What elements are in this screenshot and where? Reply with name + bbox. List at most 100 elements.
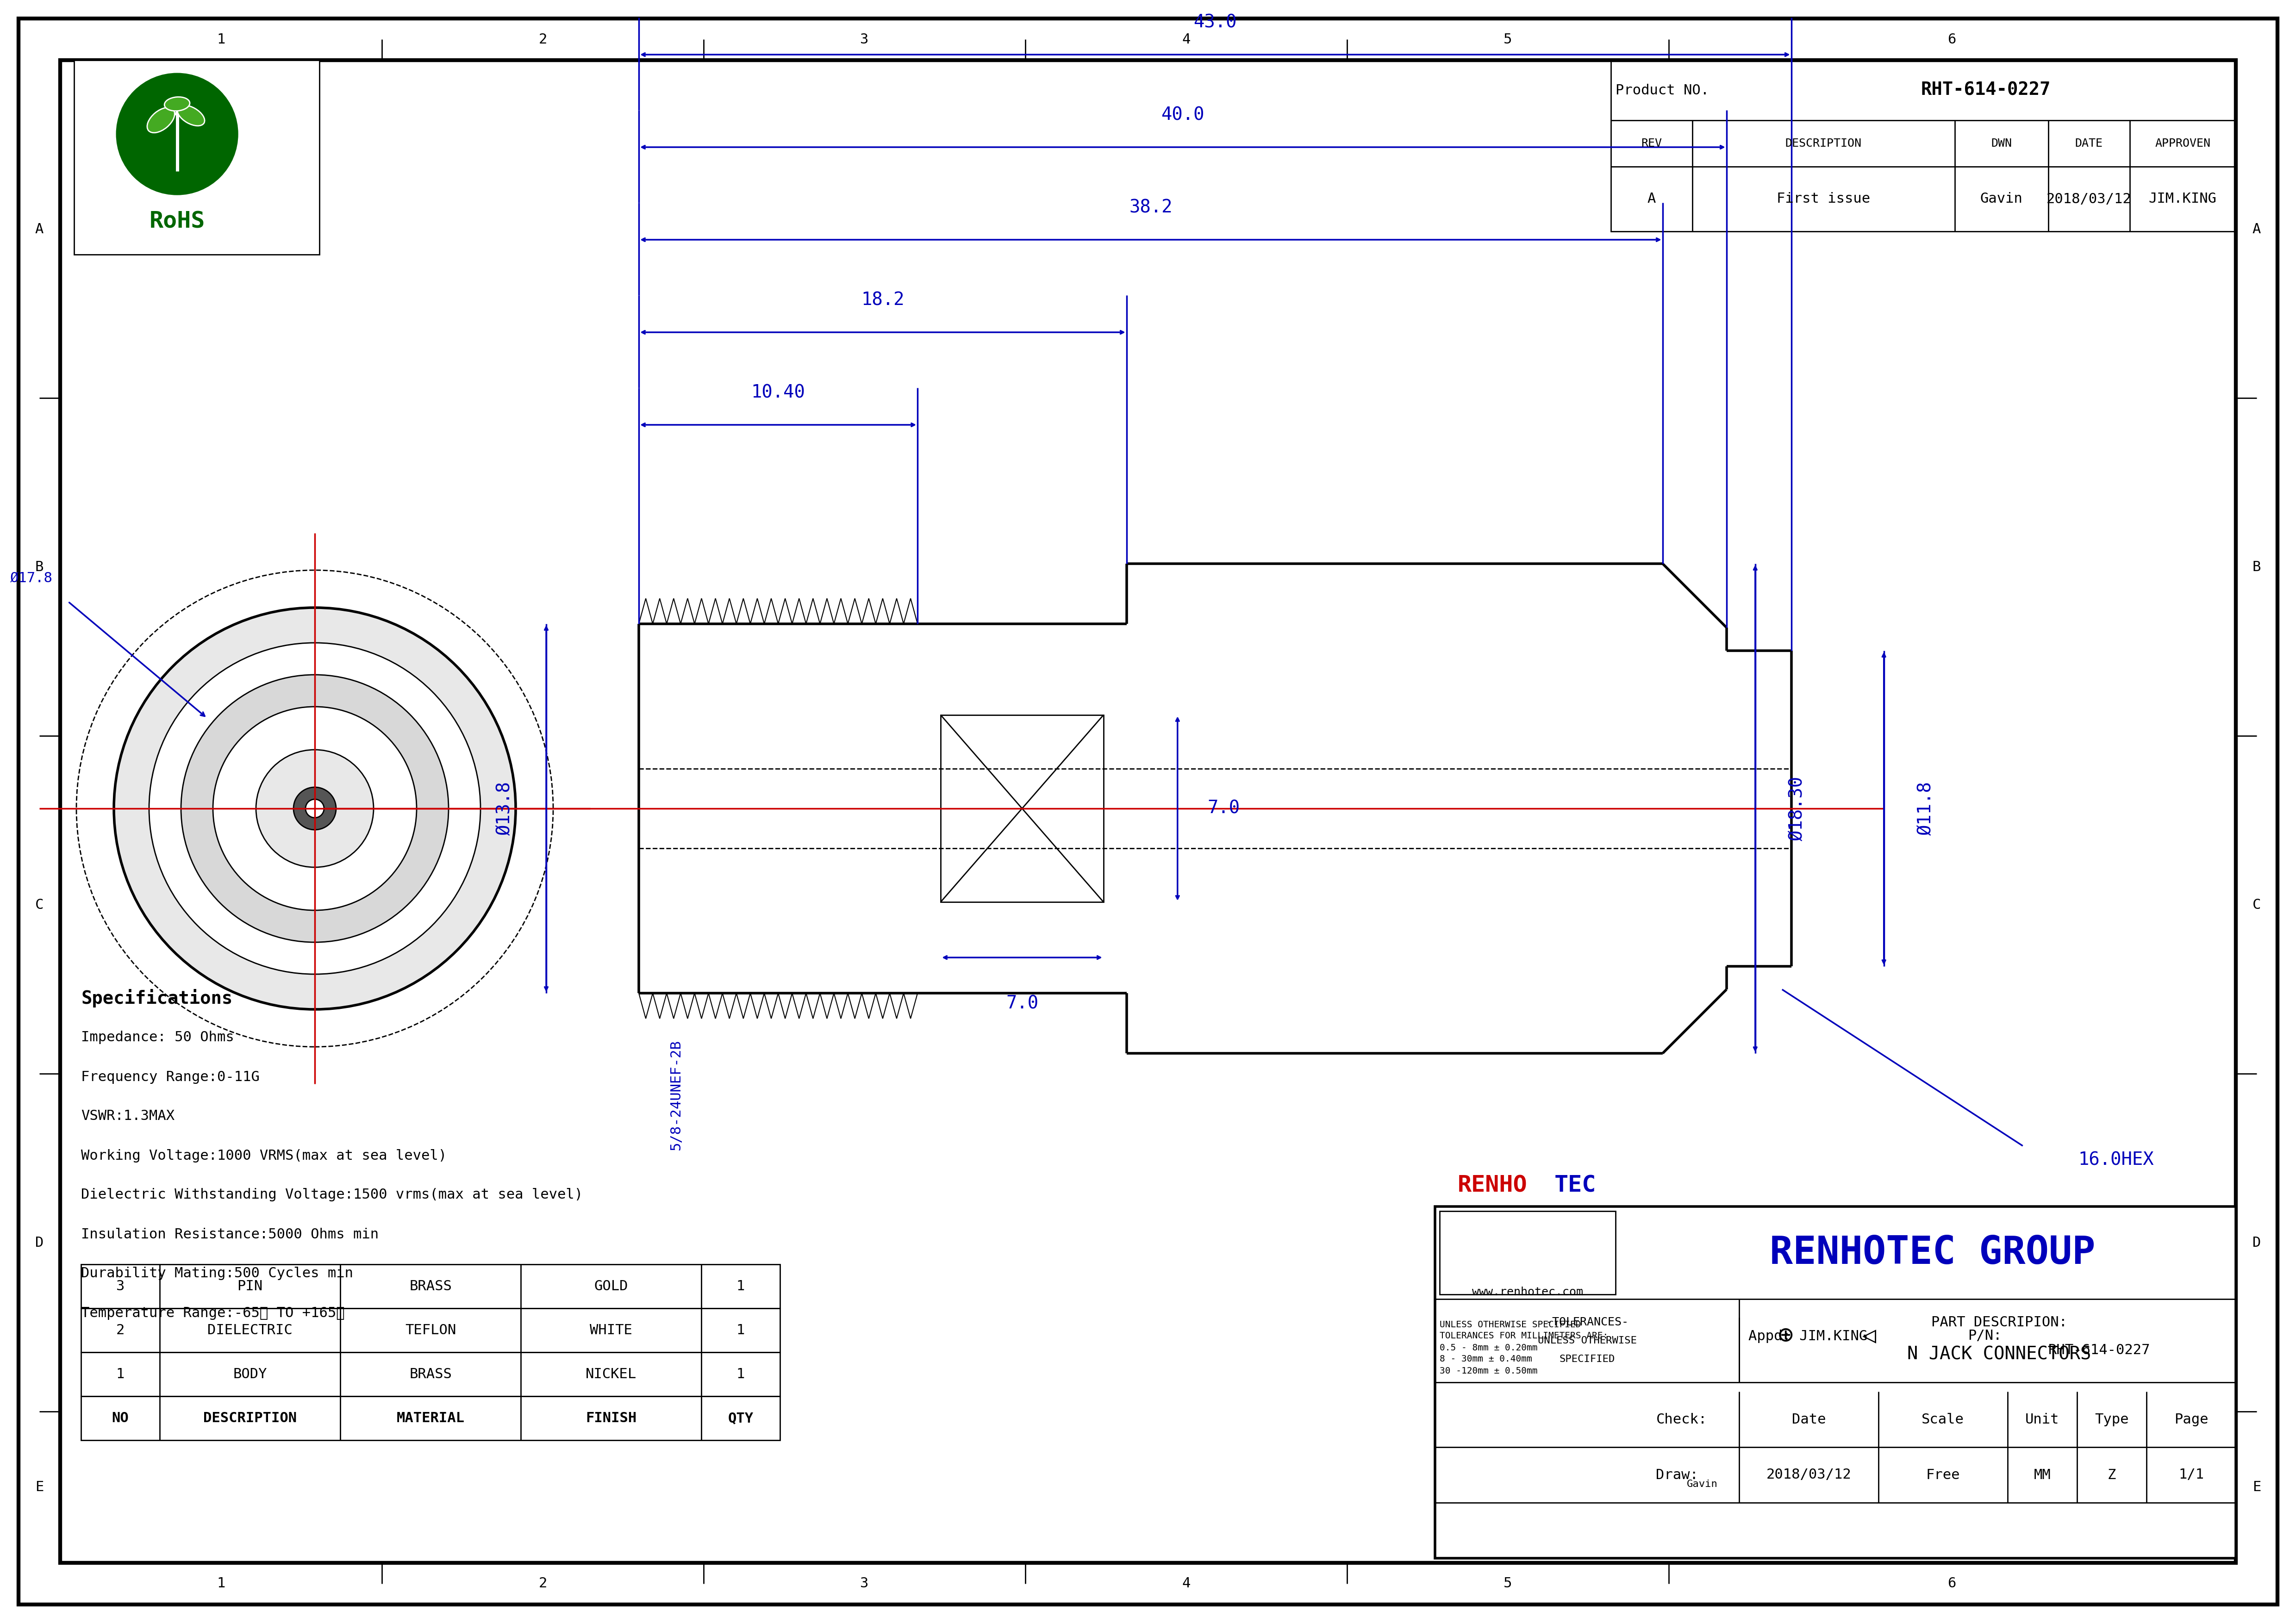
Text: RENHOTEC GROUP: RENHOTEC GROUP [1770, 1233, 2096, 1271]
Text: Z: Z [2108, 1469, 2117, 1482]
Text: GOLD: GOLD [595, 1279, 629, 1294]
Text: BRASS: BRASS [409, 1368, 452, 1381]
Text: BRASS: BRASS [409, 1279, 452, 1294]
Text: Appd: JIM.KING: Appd: JIM.KING [1750, 1329, 1867, 1342]
Text: VSWR:1.3MAX: VSWR:1.3MAX [80, 1110, 174, 1123]
Text: www.renhotec.com: www.renhotec.com [1472, 1287, 1584, 1298]
Text: -TOLERANCES-: -TOLERANCES- [1545, 1316, 1628, 1328]
Text: P/N:: P/N: [1968, 1329, 2002, 1342]
Text: 6: 6 [1947, 1578, 1956, 1591]
Text: DATE: DATE [2076, 138, 2103, 149]
Text: 2018/03/12: 2018/03/12 [1766, 1469, 1851, 1482]
Text: DESCRIPTION: DESCRIPTION [202, 1412, 296, 1425]
Text: UNLESS OTHERWISE: UNLESS OTHERWISE [1538, 1336, 1637, 1345]
Text: Gavin: Gavin [1979, 192, 2023, 206]
Text: MM: MM [2034, 1469, 2050, 1482]
Text: Temperature Range:-65℃ TO +165℃: Temperature Range:-65℃ TO +165℃ [80, 1307, 344, 1319]
Text: 2: 2 [540, 1578, 546, 1591]
Text: 4: 4 [1182, 1578, 1189, 1591]
Text: RoHS: RoHS [149, 211, 204, 232]
Text: Product NO.: Product NO. [1616, 83, 1708, 97]
Text: UNLESS OTHERWISE SPECIFIED: UNLESS OTHERWISE SPECIFIED [1440, 1319, 1582, 1329]
Text: Draw:: Draw: [1655, 1469, 1699, 1482]
Text: A: A [1646, 192, 1655, 206]
Text: Scale: Scale [1922, 1412, 1963, 1427]
Text: PIN: PIN [236, 1279, 262, 1294]
Text: FINISH: FINISH [585, 1412, 636, 1425]
Text: 1/1: 1/1 [2179, 1469, 2204, 1482]
Text: RHT-614-0227: RHT-614-0227 [1922, 81, 2050, 99]
Text: JIM.KING: JIM.KING [2149, 192, 2216, 206]
Text: C: C [2252, 898, 2262, 912]
Text: 0.5 - 8mm ± 0.20mm: 0.5 - 8mm ± 0.20mm [1440, 1344, 1538, 1352]
Text: 1: 1 [737, 1324, 744, 1337]
Text: 5: 5 [1504, 1578, 1513, 1591]
Text: Free: Free [1926, 1469, 1961, 1482]
Text: B: B [34, 560, 44, 573]
Circle shape [113, 70, 241, 198]
Bar [1435, 1206, 2236, 1558]
Text: A: A [2252, 222, 2262, 235]
Circle shape [214, 706, 416, 911]
Bar [73, 60, 319, 255]
Text: Specifications: Specifications [80, 988, 232, 1008]
Text: 1: 1 [737, 1368, 744, 1381]
Text: 1: 1 [117, 1368, 124, 1381]
Text: 4: 4 [1182, 32, 1189, 45]
Circle shape [149, 643, 480, 974]
Text: PART DESCRIPION:: PART DESCRIPION: [1931, 1316, 2066, 1329]
Text: Ø18.30: Ø18.30 [1789, 776, 1805, 841]
Text: Durability Mating:500 Cycles min: Durability Mating:500 Cycles min [80, 1268, 354, 1281]
Text: 7.0: 7.0 [1208, 800, 1240, 818]
Text: D: D [2252, 1235, 2262, 1250]
Text: Insulation Resistance:5000 Ohms min: Insulation Resistance:5000 Ohms min [80, 1227, 379, 1242]
Text: E: E [2252, 1480, 2262, 1493]
Bar [941, 716, 1104, 902]
Text: WHITE: WHITE [590, 1324, 631, 1337]
Text: 18.2: 18.2 [861, 291, 905, 308]
Text: 1: 1 [737, 1279, 744, 1294]
Text: DWN: DWN [1991, 138, 2011, 149]
Text: Impedance: 50 Ohms: Impedance: 50 Ohms [80, 1031, 234, 1044]
Text: RHT-614-0227: RHT-614-0227 [2048, 1344, 2151, 1357]
Text: 1: 1 [216, 1578, 225, 1591]
Text: 43.0: 43.0 [1194, 13, 1238, 31]
Circle shape [255, 750, 374, 867]
Text: TEC: TEC [1554, 1175, 1596, 1196]
Bar [80, 1352, 781, 1396]
Text: TOLERANCES FOR MILLIMETERS ARE:: TOLERANCES FOR MILLIMETERS ARE: [1440, 1332, 1607, 1341]
Text: SPECIFIED: SPECIFIED [1559, 1355, 1614, 1363]
Ellipse shape [177, 105, 204, 127]
Text: 5: 5 [1504, 32, 1513, 45]
Bar [80, 1308, 781, 1352]
Text: 7.0: 7.0 [1006, 995, 1038, 1013]
Text: ⊕: ⊕ [1777, 1324, 1793, 1349]
Bar [80, 1264, 781, 1308]
Text: NICKEL: NICKEL [585, 1368, 636, 1381]
Text: 16.0HEX: 16.0HEX [2078, 1151, 2154, 1169]
Text: MATERIAL: MATERIAL [397, 1412, 464, 1425]
Text: D: D [34, 1235, 44, 1250]
Circle shape [305, 799, 324, 818]
Text: Type: Type [2094, 1412, 2128, 1427]
Text: DIELECTRIC: DIELECTRIC [207, 1324, 292, 1337]
Text: 10.40: 10.40 [751, 383, 806, 401]
Text: Page: Page [2174, 1412, 2209, 1427]
Text: 5/8-24UNEF-2B: 5/8-24UNEF-2B [668, 1040, 682, 1151]
Text: Gavin: Gavin [1688, 1480, 1717, 1488]
Circle shape [115, 607, 517, 1010]
Bar [1440, 1211, 1616, 1295]
Text: QTY: QTY [728, 1412, 753, 1425]
Text: RE: RE [728, 693, 1476, 1190]
Text: DESCRIPTION: DESCRIPTION [1786, 138, 1862, 149]
Text: BODY: BODY [232, 1368, 266, 1381]
Text: Dielectric Withstanding Voltage:1500 vrms(max at sea level): Dielectric Withstanding Voltage:1500 vrm… [80, 1188, 583, 1201]
Text: 3: 3 [861, 32, 868, 45]
Text: ◁: ◁ [1862, 1324, 1876, 1347]
Text: Unit: Unit [2025, 1412, 2060, 1427]
Text: Ø17.8: Ø17.8 [9, 571, 53, 586]
Text: 40.0: 40.0 [1162, 105, 1205, 123]
Bar [80, 1396, 781, 1440]
Text: 2: 2 [117, 1324, 124, 1337]
Text: Working Voltage:1000 VRMS(max at sea level): Working Voltage:1000 VRMS(max at sea lev… [80, 1149, 448, 1162]
